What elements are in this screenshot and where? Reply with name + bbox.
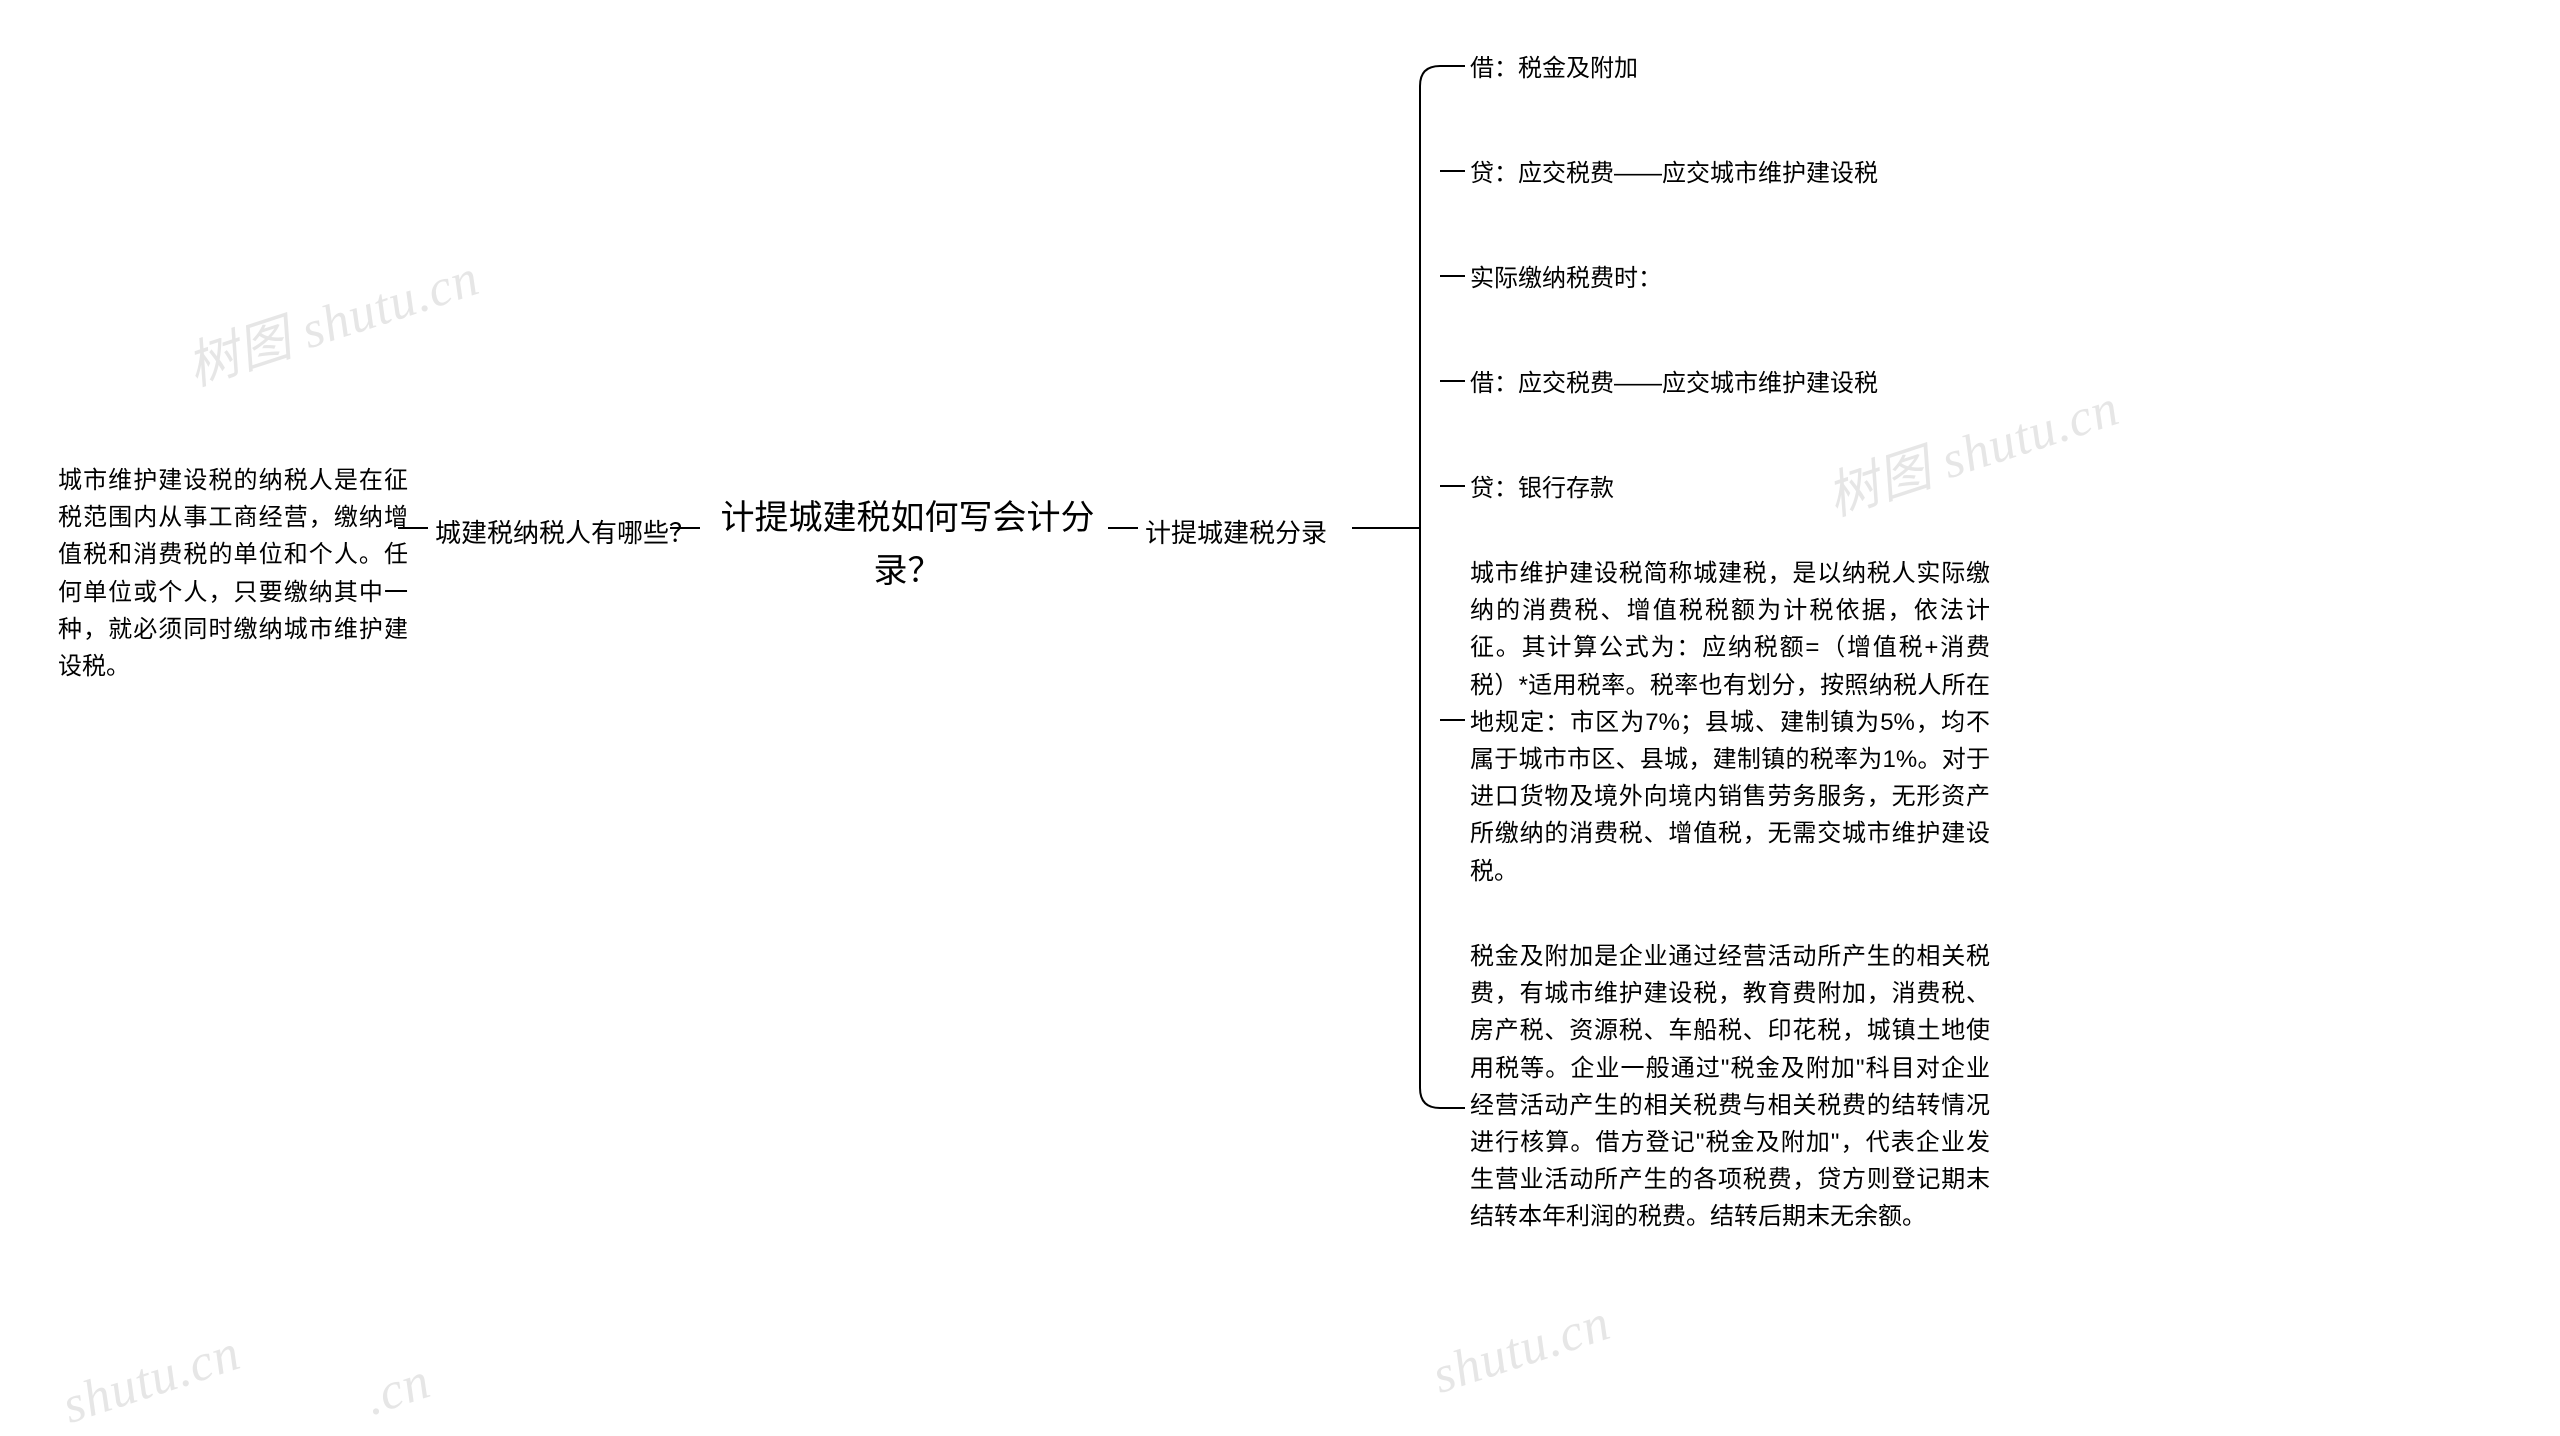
center-node: 计提城建税如何写会计分 录？	[705, 492, 1110, 597]
center-title-line2: 录？	[874, 552, 942, 590]
watermark: shutu.cn	[55, 1323, 247, 1436]
right-leaf-5: 城市维护建设税简称城建税，是以纳税人实际缴纳的消费税、增值税税额为计税依据，依法…	[1470, 555, 1990, 890]
right-leaf-6: 税金及附加是企业通过经营活动所产生的相关税费，有城市维护建设税，教育费附加，消费…	[1470, 938, 1990, 1236]
watermark: .cn	[357, 1351, 437, 1427]
right-leaf-1: 贷：应交税费——应交城市维护建设税	[1470, 155, 1990, 192]
connectors-svg	[0, 0, 2560, 1426]
left-leaf: 城市维护建设税的纳税人是在征税范围内从事工商经营，缴纳增值税和消费税的单位和个人…	[58, 462, 408, 685]
left-branch-label: 城建税纳税人有哪些？	[435, 514, 705, 553]
center-title-line1: 计提城建税如何写会计分	[721, 499, 1095, 537]
right-branch-label: 计提城建税分录	[1145, 514, 1355, 553]
right-leaf-3: 借：应交税费——应交城市维护建设税	[1470, 365, 1990, 402]
watermark: 树图 shutu.cn	[176, 235, 487, 400]
watermark: shutu.cn	[1425, 1293, 1617, 1406]
right-leaf-2: 实际缴纳税费时：	[1470, 260, 1990, 297]
right-leaf-4: 贷：银行存款	[1470, 470, 1990, 507]
right-leaf-0: 借：税金及附加	[1470, 50, 1990, 87]
